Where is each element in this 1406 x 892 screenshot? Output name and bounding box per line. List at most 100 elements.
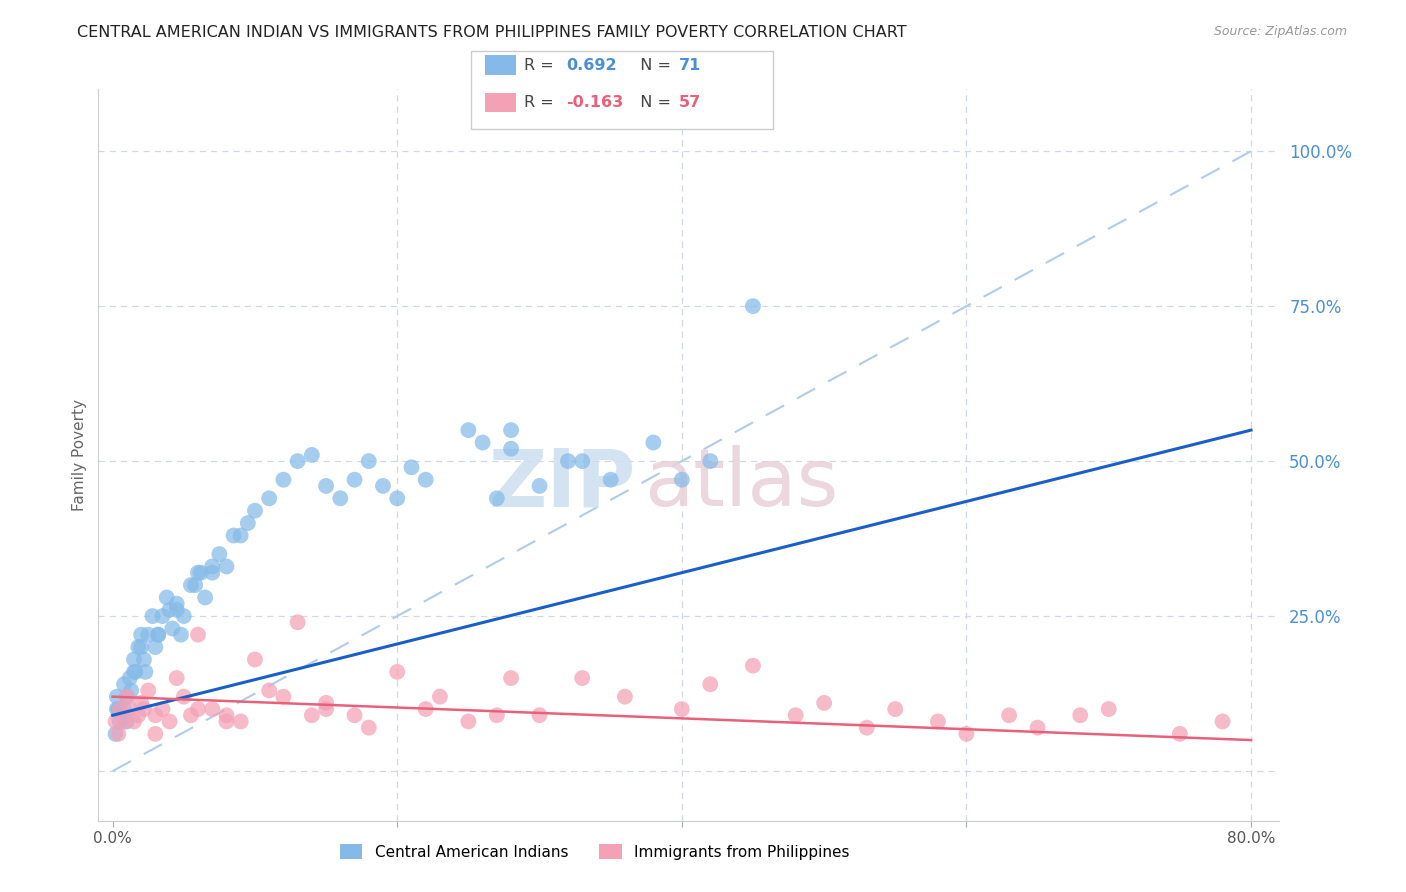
Point bbox=[129, 696, 152, 710]
Point bbox=[118, 671, 141, 685]
Point bbox=[457, 714, 479, 729]
Point bbox=[699, 677, 721, 691]
Point bbox=[194, 591, 217, 605]
Point bbox=[201, 566, 224, 580]
Point bbox=[208, 547, 231, 561]
Point bbox=[387, 491, 409, 506]
Point bbox=[162, 622, 184, 636]
Point bbox=[499, 671, 522, 685]
Text: ZIP: ZIP bbox=[488, 445, 636, 524]
Point bbox=[1069, 708, 1091, 723]
Point bbox=[132, 702, 155, 716]
Point bbox=[107, 702, 129, 716]
Text: atlas: atlas bbox=[644, 445, 838, 524]
Point bbox=[118, 702, 141, 716]
Point bbox=[742, 658, 765, 673]
Text: 57: 57 bbox=[679, 95, 702, 110]
Point bbox=[170, 628, 193, 642]
Point bbox=[148, 628, 170, 642]
Point bbox=[159, 603, 181, 617]
Point bbox=[134, 665, 156, 679]
Point bbox=[136, 683, 159, 698]
Point bbox=[115, 690, 138, 704]
Point bbox=[243, 504, 266, 518]
Point bbox=[329, 491, 352, 506]
Point bbox=[457, 423, 479, 437]
Point bbox=[429, 690, 451, 704]
Point bbox=[1026, 721, 1049, 735]
Point bbox=[415, 702, 437, 716]
Point bbox=[371, 479, 394, 493]
Point bbox=[180, 578, 202, 592]
Point bbox=[187, 628, 209, 642]
Point bbox=[301, 708, 323, 723]
Point bbox=[273, 690, 295, 704]
Point bbox=[120, 683, 142, 698]
Point bbox=[180, 708, 202, 723]
Point bbox=[115, 714, 138, 729]
Point bbox=[499, 423, 522, 437]
Point bbox=[215, 714, 238, 729]
Point bbox=[856, 721, 879, 735]
Point bbox=[108, 702, 131, 716]
Point bbox=[105, 702, 128, 716]
Point bbox=[529, 479, 551, 493]
Point bbox=[156, 591, 179, 605]
Text: N =: N = bbox=[630, 95, 676, 110]
Point bbox=[105, 690, 128, 704]
Point bbox=[127, 708, 149, 723]
Point bbox=[998, 708, 1021, 723]
Point bbox=[415, 473, 437, 487]
Point bbox=[104, 714, 127, 729]
Point bbox=[143, 708, 166, 723]
Point bbox=[166, 671, 188, 685]
Point bbox=[215, 708, 238, 723]
Point bbox=[571, 671, 593, 685]
Text: N =: N = bbox=[630, 58, 676, 72]
Point bbox=[190, 566, 212, 580]
Point bbox=[148, 628, 170, 642]
Point bbox=[301, 448, 323, 462]
Point bbox=[112, 714, 135, 729]
Point bbox=[884, 702, 907, 716]
Point bbox=[613, 690, 636, 704]
Point bbox=[257, 491, 280, 506]
Point bbox=[201, 559, 224, 574]
Point bbox=[122, 652, 145, 666]
Point bbox=[785, 708, 807, 723]
Legend: Central American Indians, Immigrants from Philippines: Central American Indians, Immigrants fro… bbox=[333, 838, 855, 865]
Point bbox=[173, 609, 195, 624]
Point bbox=[104, 727, 127, 741]
Point bbox=[243, 652, 266, 666]
Point bbox=[173, 690, 195, 704]
Point bbox=[122, 665, 145, 679]
Point bbox=[129, 628, 152, 642]
Point bbox=[643, 435, 665, 450]
Point bbox=[124, 665, 146, 679]
Point bbox=[343, 708, 366, 723]
Point bbox=[357, 721, 380, 735]
Point bbox=[813, 696, 835, 710]
Point bbox=[159, 714, 181, 729]
Point bbox=[201, 702, 224, 716]
Point bbox=[141, 609, 163, 624]
Point bbox=[229, 528, 252, 542]
Point bbox=[115, 690, 138, 704]
Point bbox=[1168, 727, 1191, 741]
Text: 0.692: 0.692 bbox=[567, 58, 617, 72]
Point bbox=[571, 454, 593, 468]
Point bbox=[485, 708, 508, 723]
Point bbox=[357, 454, 380, 468]
Point bbox=[671, 473, 693, 487]
Point bbox=[401, 460, 423, 475]
Point bbox=[955, 727, 977, 741]
Point bbox=[122, 714, 145, 729]
Text: R =: R = bbox=[524, 95, 560, 110]
Point bbox=[927, 714, 949, 729]
Point bbox=[315, 702, 337, 716]
Point bbox=[387, 665, 409, 679]
Point bbox=[236, 516, 259, 530]
Point bbox=[129, 640, 152, 654]
Point bbox=[112, 677, 135, 691]
Point bbox=[557, 454, 579, 468]
